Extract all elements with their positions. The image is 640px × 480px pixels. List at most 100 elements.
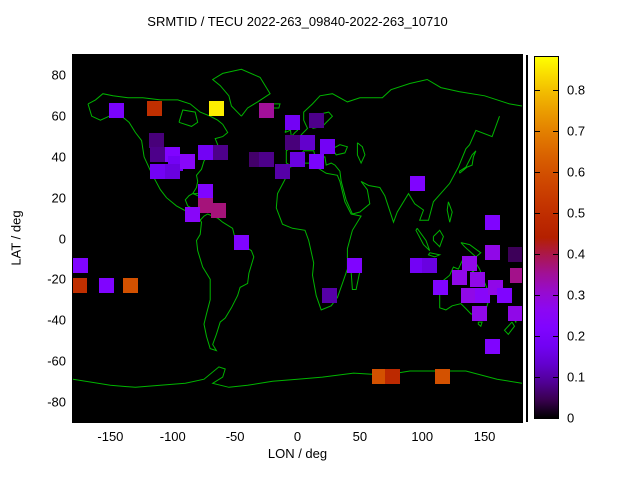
- data-point: [109, 102, 125, 118]
- coastline-path: [195, 213, 255, 352]
- y-tick-label: -20: [47, 271, 66, 287]
- data-point: [484, 339, 500, 355]
- coastline-path: [427, 252, 442, 258]
- data-point: [409, 257, 425, 273]
- coastline-path: [477, 321, 483, 328]
- coastline-path: [286, 116, 500, 224]
- data-point: [308, 153, 324, 169]
- coastline-path: [73, 366, 522, 388]
- y-tick-label: 60: [51, 108, 66, 124]
- data-point: [460, 288, 476, 304]
- y-tick-label: -60: [47, 353, 66, 369]
- colorbar-tick-label: 0.6: [567, 164, 586, 180]
- data-point: [73, 277, 87, 293]
- y-tick-label: 80: [51, 67, 66, 83]
- coastline-path: [415, 228, 431, 252]
- data-point: [212, 145, 228, 161]
- x-tick-label: 100: [411, 429, 434, 444]
- data-point: [372, 368, 388, 384]
- data-point: [150, 147, 166, 163]
- chart-title: SRMTID / TECU 2022-263_09840-2022-263_10…: [147, 14, 448, 29]
- coastline-path: [432, 229, 444, 248]
- data-point: [99, 277, 115, 293]
- colorbar-tick: [535, 90, 540, 91]
- colorbar-tick: [535, 336, 540, 337]
- plot-right-border-line: [526, 55, 528, 422]
- x-tick-label: 150: [473, 429, 496, 444]
- data-point: [197, 145, 213, 161]
- data-point: [474, 288, 490, 304]
- colorbar-tick: [553, 131, 558, 132]
- data-point: [285, 135, 300, 151]
- x-tick-label: 0: [293, 429, 302, 444]
- coastline-path: [211, 68, 271, 117]
- data-point: [275, 163, 290, 179]
- colorbar-tick: [535, 213, 540, 214]
- x-tick-label: 50: [352, 429, 368, 444]
- data-point: [258, 151, 274, 167]
- data-point: [452, 269, 468, 285]
- colorbar-tick-label: 0.5: [567, 205, 586, 221]
- data-point: [73, 257, 88, 273]
- colorbar-tick: [553, 418, 558, 419]
- data-point: [409, 175, 425, 191]
- data-point: [208, 100, 224, 116]
- colorbar-tick: [553, 213, 558, 214]
- colorbar-tick-label: 0.1: [567, 369, 586, 385]
- y-tick-label: -40: [47, 312, 66, 328]
- data-point: [508, 306, 522, 322]
- coastline-path: [331, 144, 349, 156]
- data-point: [285, 114, 300, 130]
- y-tick-label: -80: [47, 394, 66, 410]
- y-axis-label: LAT / deg: [8, 210, 24, 266]
- y-tick-label: 20: [51, 190, 66, 206]
- coastline-path: [459, 150, 477, 174]
- colorbar-tick-label: 0.2: [567, 328, 586, 344]
- colorbar-tick-label: 0.8: [567, 82, 586, 98]
- world-map-plot-area: [72, 54, 523, 423]
- data-point: [422, 257, 438, 273]
- coastline-path: [275, 162, 362, 311]
- data-point: [484, 245, 500, 261]
- data-point: [462, 255, 478, 271]
- data-point: [165, 163, 181, 179]
- data-point: [308, 112, 324, 128]
- data-point: [434, 368, 450, 384]
- data-point: [469, 271, 485, 287]
- coastline-path: [503, 321, 516, 336]
- data-point: [508, 247, 522, 263]
- data-point: [197, 184, 213, 200]
- x-tick-label: -50: [225, 429, 245, 444]
- colorbar-tick: [535, 418, 540, 419]
- data-point: [472, 306, 488, 322]
- x-axis-label: LON / deg: [267, 446, 328, 461]
- colorbar-tick: [535, 295, 540, 296]
- data-point: [185, 206, 201, 222]
- data-point: [300, 135, 315, 151]
- data-point: [497, 288, 512, 304]
- colorbar-tick-label: 0.7: [567, 123, 586, 139]
- colorbar-tick: [553, 90, 558, 91]
- data-point: [197, 198, 213, 214]
- coastline-path: [178, 109, 199, 127]
- colorbar-tick-label: 0: [567, 410, 575, 426]
- y-tick-label: 0: [58, 231, 66, 246]
- coastline-path: [446, 201, 453, 223]
- data-point: [233, 235, 249, 251]
- data-point: [150, 163, 166, 179]
- colorbar-tick: [553, 295, 558, 296]
- data-point: [319, 139, 335, 155]
- coastline-path: [460, 242, 482, 258]
- data-point: [322, 288, 338, 304]
- x-tick-label: -150: [97, 429, 124, 444]
- data-point: [180, 153, 196, 169]
- data-point: [122, 277, 138, 293]
- colorbar-gradient: [534, 56, 559, 419]
- colorbar-tick: [553, 254, 558, 255]
- y-tick-label: 40: [51, 149, 66, 165]
- coastline-path: [356, 142, 366, 165]
- colorbar-tick: [553, 172, 558, 173]
- data-point: [149, 133, 165, 149]
- colorbar-tick-label: 0.3: [567, 287, 586, 303]
